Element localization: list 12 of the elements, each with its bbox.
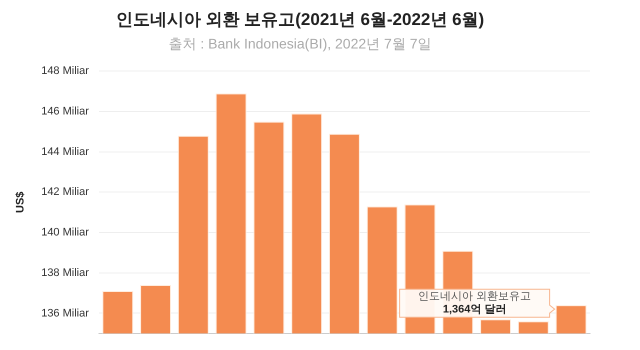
y-tick-label: 136 Miliar: [41, 307, 90, 320]
y-tick-label: 138 Miliar: [41, 266, 90, 279]
y-axis-title: US$: [14, 192, 27, 214]
y-tick-label: 140 Miliar: [41, 226, 90, 239]
chart-title: 인도네시아 외환 보유고(2021년 6월-2022년 6월): [116, 10, 484, 29]
y-tick-label: 142 Miliar: [41, 186, 90, 198]
chart-subtitle: 출처 : Bank Indonesia(BI), 2022년 7월 7일: [168, 36, 432, 52]
y-tick-label: 144 Miliar: [41, 146, 90, 158]
y-tick-label: 146 Miliar: [41, 106, 90, 118]
annotation: 1,364억 달러: [442, 303, 506, 316]
y-tick-label: 148 Miliar: [41, 65, 90, 78]
annotation: 인도네시아 외환보유고: [418, 290, 532, 302]
